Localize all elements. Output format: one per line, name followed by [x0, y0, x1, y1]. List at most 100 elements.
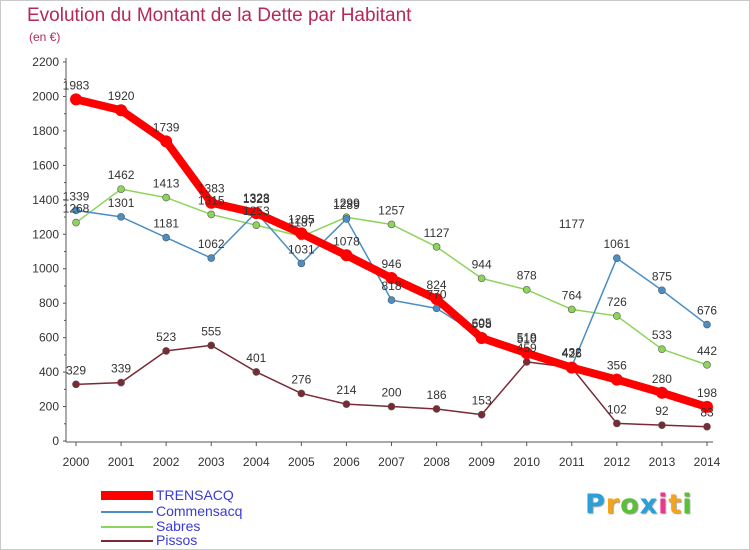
- data-point-trensacq: [160, 135, 173, 148]
- data-point-sabres: [252, 221, 261, 229]
- data-point-sabres: [72, 218, 80, 227]
- x-tick-label: 2007: [378, 455, 405, 469]
- data-point-trensacq: [701, 400, 713, 413]
- data-label: 555: [201, 324, 221, 338]
- chart-subtitle: (en €): [29, 30, 61, 44]
- data-label: 186: [427, 388, 447, 402]
- data-label: 198: [697, 386, 717, 400]
- logo-letter: o: [620, 489, 640, 520]
- data-point-sabres: [207, 210, 216, 219]
- data-label: 1177: [559, 217, 585, 231]
- x-tick-label: 2013: [649, 455, 676, 469]
- x-tick-label: 2003: [198, 455, 225, 469]
- data-label: 1289: [333, 198, 360, 212]
- data-point-pissos: [387, 402, 396, 411]
- data-point-pissos: [477, 410, 486, 419]
- x-tick-label: 2008: [423, 455, 450, 469]
- x-tick-label: 2001: [108, 455, 135, 469]
- data-label: 510: [517, 332, 537, 346]
- data-label: 1205: [288, 212, 315, 226]
- chart-title: Evolution du Montant de la Dette par Hab…: [27, 5, 412, 26]
- data-point-trensacq: [295, 227, 308, 240]
- data-point-sabres: [162, 193, 170, 202]
- data-point-trensacq: [385, 272, 398, 285]
- data-label: 426: [562, 347, 582, 361]
- logo-letter: r: [605, 489, 621, 520]
- data-label: 459: [517, 341, 537, 355]
- data-point-sabres: [432, 243, 441, 251]
- data-label: 1061: [604, 237, 631, 251]
- data-point-trensacq: [115, 104, 128, 117]
- data-label: 401: [246, 351, 266, 365]
- data-label: 1127: [424, 226, 450, 240]
- y-tick-label: 0: [52, 434, 59, 448]
- data-labels: 329 339 523 555 401 276 214 200 186 153 102 92 83 146…: [63, 78, 718, 419]
- data-label: 356: [607, 359, 627, 373]
- data-point-trensacq: [250, 207, 263, 220]
- data-label: 770: [427, 287, 447, 301]
- data-label: 946: [381, 257, 401, 271]
- data-label: 1739: [153, 120, 180, 134]
- data-point-commensacq: [297, 259, 306, 268]
- x-tick-label: 2000: [63, 455, 90, 469]
- data-point-commensacq: [613, 254, 621, 263]
- data-point-pissos: [658, 421, 666, 429]
- data-label: 200: [381, 386, 401, 400]
- data-label: 1323: [243, 192, 270, 206]
- data-point-sabres: [522, 285, 531, 294]
- data-point-sabres: [477, 274, 486, 283]
- data-label: 519: [517, 331, 537, 345]
- data-point-commensacq: [162, 233, 170, 242]
- data-label: 1257: [378, 203, 405, 217]
- data-label: 726: [607, 295, 627, 309]
- y-tick-label: 200: [39, 400, 59, 414]
- data-point-pissos: [117, 378, 125, 387]
- data-label: 276: [291, 372, 311, 386]
- data-label: 676: [697, 304, 717, 318]
- data-point-sabres: [567, 305, 576, 314]
- legend-label-trensacq: TRENSACQ: [156, 487, 234, 503]
- data-point-commensacq: [703, 320, 711, 329]
- data-point-pissos: [207, 341, 216, 350]
- data-point-trensacq: [610, 373, 623, 386]
- data-label: 875: [652, 269, 672, 283]
- x-tick-label: 2012: [604, 455, 631, 469]
- data-label: 1339: [63, 189, 90, 203]
- data-label: 1413: [153, 177, 180, 191]
- legend-label-sabres: Sabres: [156, 518, 201, 534]
- data-point-trensacq: [430, 293, 443, 306]
- data-point-commensacq: [387, 296, 396, 304]
- data-point-pissos: [342, 400, 351, 408]
- data-point-trensacq: [475, 331, 488, 344]
- data-label: 153: [472, 394, 492, 408]
- data-label: 1301: [108, 196, 135, 210]
- data-label: 1299: [333, 196, 360, 210]
- y-tick-label: 1000: [32, 262, 59, 276]
- y-tick-label: 1400: [32, 193, 59, 207]
- y-tick-label: 1600: [32, 158, 59, 172]
- x-tick-label: 2004: [243, 455, 270, 469]
- data-point-trensacq: [520, 347, 533, 360]
- legend-label-commensacq: Commensacq: [156, 503, 243, 519]
- data-label: 1328: [243, 191, 270, 205]
- logo-letter: P: [585, 489, 606, 520]
- data-point-trensacq: [205, 196, 218, 209]
- x-tick-label: 2010: [513, 455, 540, 469]
- data-label: 1983: [63, 78, 90, 92]
- logo-letter: i: [658, 489, 669, 520]
- data-label: 818: [381, 279, 401, 293]
- y-tick-label: 800: [39, 296, 59, 310]
- data-point-trensacq: [340, 249, 353, 262]
- y-tick-label: 2000: [32, 89, 59, 103]
- legend-swatch-trensacq: [101, 491, 153, 500]
- data-label: 1181: [153, 217, 179, 231]
- x-tick-label: 2005: [288, 455, 315, 469]
- data-point-pissos: [252, 368, 261, 376]
- data-label: 280: [652, 372, 672, 386]
- data-label: 523: [156, 330, 176, 344]
- data-label: 605: [472, 316, 492, 330]
- axes: 0 200 400 600 800 1000 1200 1400 1600 1800 2000 220…: [32, 55, 720, 469]
- x-tick-label: 2014: [694, 455, 721, 469]
